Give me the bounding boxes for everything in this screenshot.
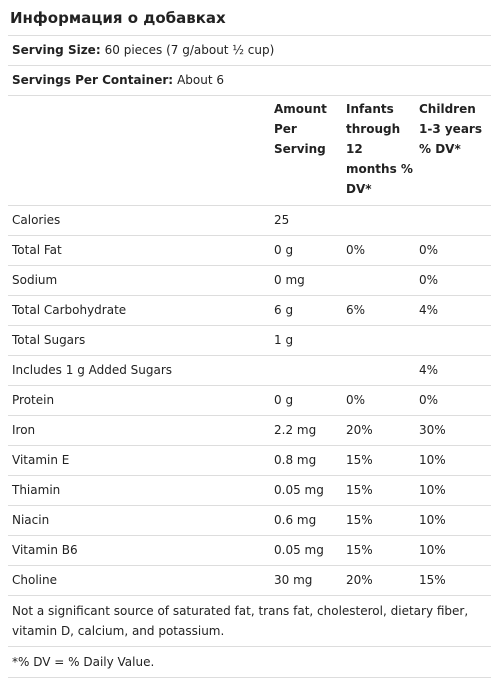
cell: 2.2 mg	[274, 423, 317, 437]
cell: 20%	[346, 573, 373, 587]
nutrient: Thiamin	[12, 483, 61, 497]
header-cell: Children 1-3 years % DV*	[419, 102, 482, 156]
nutrient: Total Sugars	[12, 333, 86, 347]
header-cell: Amount Per Serving	[274, 102, 327, 156]
cell: 6%	[346, 303, 366, 317]
value: About 6	[177, 73, 224, 87]
nutrient: Protein	[12, 393, 55, 407]
cell: 15%	[419, 573, 446, 587]
cell: 0%	[419, 243, 439, 257]
cell: 10%	[419, 543, 446, 557]
table-row: Choline 30 mg 20% 15%	[8, 566, 491, 596]
nutrient: Sodium	[12, 273, 58, 287]
cell: 0%	[346, 393, 366, 407]
table-row: Iron 2.2 mg 20% 30%	[8, 416, 491, 446]
table-row: Vitamin E 0.8 mg 15% 10%	[8, 446, 491, 476]
nutrient: Choline	[12, 573, 57, 587]
nutrient: Vitamin B6	[12, 543, 78, 557]
footnotes: Not a significant source of saturated fa…	[8, 596, 491, 678]
cell: 0%	[419, 273, 439, 287]
cell	[346, 266, 419, 295]
table-row: Vitamin B6 0.05 mg 15% 10%	[8, 536, 491, 566]
cell: 0.8 mg	[274, 453, 317, 467]
cell: 0 g	[274, 393, 294, 407]
cell: 0 mg	[274, 273, 305, 287]
footnote: Not a significant source of saturated fa…	[8, 596, 491, 647]
cell: 4%	[419, 303, 439, 317]
table-row: Protein 0 g 0% 0%	[8, 386, 491, 416]
cell: 0%	[419, 393, 439, 407]
nutrient: Niacin	[12, 513, 50, 527]
table: Amount Per Serving Infants through 12 mon…	[8, 96, 491, 596]
nutrient: Calories	[12, 213, 61, 227]
footnote: *% DV = % Daily Value.	[8, 647, 491, 678]
label: Servings Per Container:	[12, 73, 174, 87]
nutrient: Vitamin E	[12, 453, 70, 467]
cell: 10%	[419, 453, 446, 467]
cell	[346, 356, 419, 385]
nutrient: Includes 1 g Added Sugars	[12, 363, 173, 377]
cell	[419, 326, 491, 355]
cell: 10%	[419, 483, 446, 497]
cell: 0%	[346, 243, 366, 257]
cell: 25	[274, 213, 290, 227]
cell: 0.05 mg	[274, 483, 324, 497]
cell: 30 mg	[274, 573, 313, 587]
table-row: Total Fat 0 g 0% 0%	[8, 236, 491, 266]
table-row: Total Sugars 1 g	[8, 326, 491, 356]
cell	[274, 356, 346, 385]
cell: 20%	[346, 423, 373, 437]
cell	[8, 97, 274, 99]
servings-per-container: Servings Per Container: About 6	[8, 66, 491, 96]
cell: 4%	[419, 363, 439, 377]
cell: 15%	[346, 513, 373, 527]
cell: 15%	[346, 483, 373, 497]
label: Serving Size:	[12, 43, 101, 57]
cell: 1 g	[274, 333, 294, 347]
cell: 15%	[346, 543, 373, 557]
title: Информация о добавках	[8, 0, 491, 36]
value: 60 pieces (7 g/about ½ cup)	[104, 43, 275, 57]
cell: 30%	[419, 423, 446, 437]
table-row: Total Carbohydrate 6 g 6% 4%	[8, 296, 491, 326]
nutrient: Total Fat	[12, 243, 62, 257]
table-row: Sodium 0 mg 0%	[8, 266, 491, 296]
cell	[419, 206, 491, 235]
cell: 0.05 mg	[274, 543, 324, 557]
nutrient: Iron	[12, 423, 36, 437]
cell	[346, 326, 419, 355]
header-row: Amount Per Serving Infants through 12 mon…	[8, 96, 491, 206]
cell: 0 g	[274, 243, 294, 257]
cell: 15%	[346, 453, 373, 467]
cell	[346, 206, 419, 235]
cell: 10%	[419, 513, 446, 527]
table-row: Thiamin 0.05 mg 15% 10%	[8, 476, 491, 506]
table-row: Niacin 0.6 mg 15% 10%	[8, 506, 491, 536]
table-row: Calories 25	[8, 206, 491, 236]
table-row: Includes 1 g Added Sugars 4%	[8, 356, 491, 386]
nutrient: Total Carbohydrate	[12, 303, 127, 317]
serving-size: Serving Size: 60 pieces (7 g/about ½ cup)	[8, 36, 491, 66]
header-cell: Infants through 12 months % DV*	[346, 102, 413, 196]
cell: 6 g	[274, 303, 294, 317]
cell: 0.6 mg	[274, 513, 317, 527]
